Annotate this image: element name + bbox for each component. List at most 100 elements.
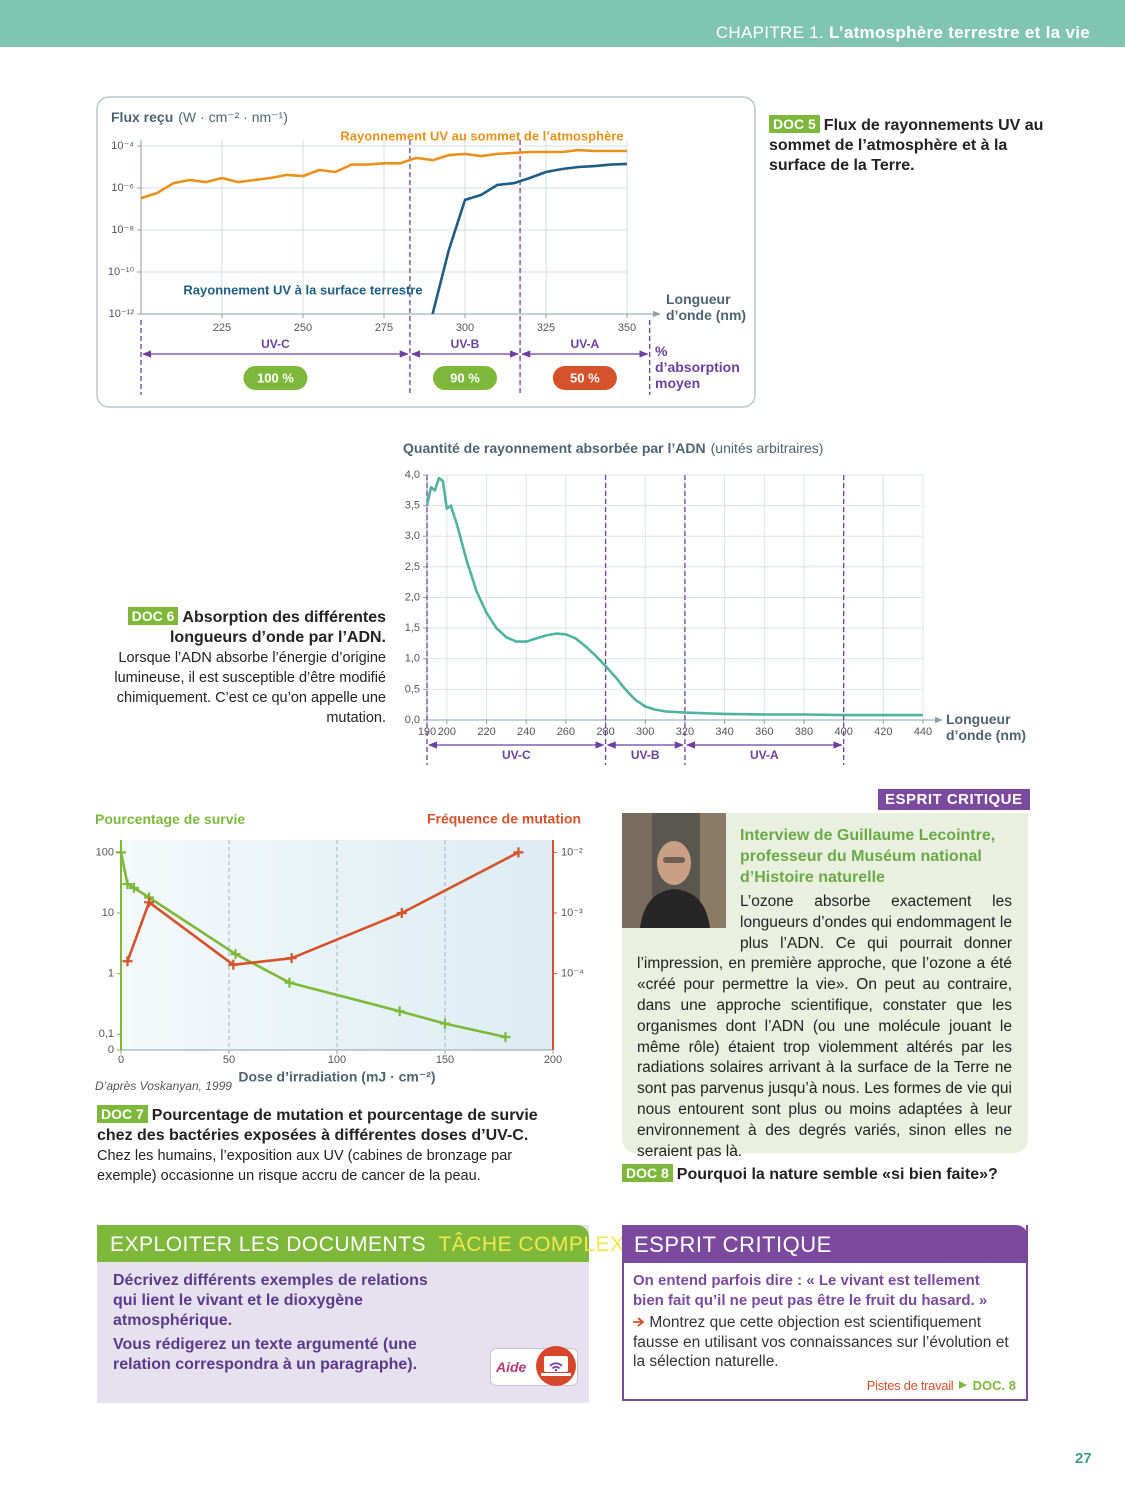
chart-title-text: Quantité de rayonnement absorbée par l’A… — [403, 440, 706, 456]
band-label: UV-B — [451, 337, 480, 351]
y-axis-label-text: Pourcentage de survie — [95, 811, 245, 827]
y-tick-label: 4,0 — [405, 469, 420, 481]
hint-arrow — [959, 1381, 968, 1389]
series-line — [431, 162, 628, 315]
band-label: UV-C — [502, 748, 531, 762]
chapter-number: CHAPITRE 1. — [715, 23, 825, 42]
page-number: 27 — [1075, 1450, 1092, 1467]
x-tick-label: 0 — [118, 1054, 124, 1066]
y-tick-label: 10 — [102, 907, 114, 919]
x-tick-label: 325 — [537, 322, 555, 334]
y-axis-unit: (W · cm⁻² · nm⁻¹) — [178, 109, 288, 125]
y-tick-label: 10⁻¹⁰ — [108, 266, 135, 278]
y2-tick-label: 10⁻² — [561, 846, 583, 858]
point-marker — [116, 847, 126, 858]
exploit-header: EXPLOITER LES DOCUMENTS TÂCHE COMPLEXE — [97, 1225, 639, 1262]
point-marker — [122, 879, 133, 890]
exploit-paragraph: Vous rédigerez un texte argumenté (une r… — [113, 1336, 418, 1373]
exploit-box: EXPLOITER LES DOCUMENTS TÂCHE COMPLEXE D… — [97, 1225, 639, 1403]
band-label: UV-A — [571, 337, 600, 351]
header-bar — [0, 0, 1125, 47]
interview-heading: Interview de Guillaume Lecointre, profes… — [740, 827, 996, 886]
exploit-paragraph: Décrivez différents exemples de relation… — [113, 1272, 428, 1329]
critique-header: ESPRIT CRITIQUE — [622, 1225, 1028, 1263]
x-tick-label: 440 — [914, 726, 932, 738]
doc7-caption: DOC 7 Pourcentage de mutation et pourcent… — [97, 1105, 567, 1186]
critique-box: ESPRIT CRITIQUE On entend parfois dire :… — [622, 1225, 1028, 1401]
doc-title: Flux de rayonnements UV au sommet de l’a… — [769, 117, 1044, 174]
y-tick-label: 10⁻⁴ — [111, 140, 134, 152]
doc5-caption: DOC 5 Flux de rayonnements UV au sommet d… — [769, 115, 1044, 176]
doc8-label: ESPRIT CRITIQUE — [878, 789, 1030, 810]
critique-instruction: Montrez que cette objection est scientif… — [633, 1314, 1009, 1370]
point-marker — [500, 1032, 511, 1043]
y-tick-label: 10⁻⁸ — [111, 224, 134, 236]
series-label: Rayonnement UV au sommet de l’atmosphère — [340, 128, 623, 143]
y-tick-label: 0,5 — [405, 683, 420, 695]
series-line — [126, 851, 519, 967]
y2-axis-label: Fréquence de mutation — [427, 811, 581, 827]
band-label: UV-C — [261, 337, 290, 351]
doc-text: Lorsque l’ADN absorbe l’énergie d’origin… — [114, 650, 386, 726]
y-tick-label: 10⁻⁶ — [111, 182, 134, 194]
x-tick-label: 225 — [213, 322, 231, 334]
absorption-label: 90 % — [450, 370, 480, 385]
x-tick-label: 150 — [436, 1054, 454, 1066]
absorption-axis-label: % d’absorption moyen — [655, 343, 740, 391]
hint-row: Pistes de travail DOC. 8 — [867, 1378, 1016, 1393]
x-tick-label: 260 — [557, 726, 575, 738]
y-tick-label: 0,0 — [405, 714, 420, 726]
y-axis-label: Flux reçu (W · cm⁻² · nm⁻¹) — [111, 109, 288, 125]
help-button[interactable]: Aide — [490, 1346, 578, 1386]
x-tick-label: 360 — [755, 726, 773, 738]
x-tick-label: 200 — [438, 726, 456, 738]
x-tick-label: 250 — [294, 322, 312, 334]
point-marker — [230, 949, 241, 960]
y-tick-label: 0,1 — [99, 1028, 114, 1040]
y-tick-label: 2,5 — [405, 561, 420, 573]
x-tick-label: 275 — [375, 322, 393, 334]
x-tick-label: 350 — [618, 322, 636, 334]
absorption-label: 100 % — [257, 370, 294, 385]
point-marker — [128, 882, 139, 893]
doc-tag: DOC 8 — [622, 1164, 673, 1182]
y2-tick-label: 10⁻⁴ — [561, 968, 584, 980]
help-icon — [536, 1346, 576, 1386]
y-tick-label: 100 — [96, 846, 114, 858]
point-marker — [122, 956, 133, 967]
point-marker — [286, 953, 297, 964]
absorption-pill — [243, 366, 308, 390]
hint-ref: DOC. 8 — [972, 1378, 1016, 1393]
doc5-frame — [96, 96, 756, 408]
x-tick-label: 340 — [715, 726, 733, 738]
doc-title: Pourcentage de mutation et pourcentage d… — [97, 1107, 538, 1144]
portrait — [622, 813, 726, 928]
absorption-label: 50 % — [570, 370, 600, 385]
absorption-pill — [433, 366, 497, 390]
exploit-heading: EXPLOITER LES DOCUMENTS — [110, 1233, 427, 1256]
y-axis-label-text: Flux reçu — [111, 109, 173, 125]
doc-text: Chez les humains, l’exposition aux UV (c… — [97, 1148, 513, 1184]
doc6-caption: DOC 6 Absorption des différentes longueur… — [106, 607, 386, 728]
header-text: CHAPITRE 1. L’atmosphère terrestre et la… — [716, 23, 1090, 43]
doc-tag: DOC 6 — [127, 607, 179, 625]
x-tick-label: 300 — [456, 322, 474, 334]
hint-label: Pistes de travail — [866, 1378, 954, 1393]
y-tick-label: 10⁻¹² — [109, 308, 135, 320]
y-tick-label: 3,5 — [405, 500, 420, 512]
critique-instruction-row: Montrez que cette objection est scientif… — [633, 1313, 1014, 1372]
arrow — [633, 1317, 645, 1327]
doc8-box: Interview de Guillaume Lecointre, profes… — [622, 813, 1028, 1160]
point-marker — [144, 897, 155, 908]
doc-tag: DOC 7 — [97, 1105, 148, 1123]
point-marker — [284, 977, 295, 988]
x-tick-label: 220 — [477, 726, 495, 738]
x-axis-label: Dose d’irradiation (mJ · cm⁻²) — [238, 1069, 435, 1085]
band-label: UV-B — [631, 748, 660, 762]
doc-title: Pourquoi la nature semble «si bien faite… — [676, 1166, 998, 1183]
chapter-title: L’atmosphère terrestre et la vie — [829, 23, 1090, 42]
series-line — [425, 476, 923, 717]
point-marker — [396, 908, 407, 919]
x-tick-label: 420 — [874, 726, 892, 738]
